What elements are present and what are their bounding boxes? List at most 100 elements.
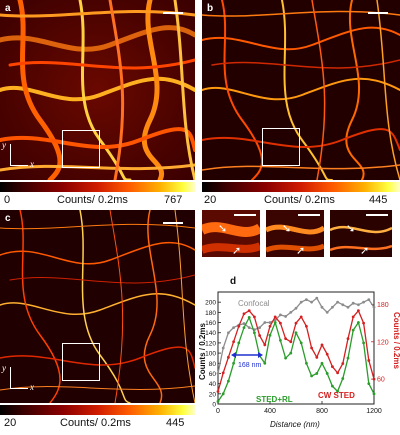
y-tick-label: 120 xyxy=(205,340,216,347)
data-point-cw-sted xyxy=(315,355,319,359)
data-point-confocal xyxy=(247,326,251,330)
data-point-sted-rl xyxy=(331,384,334,388)
data-point-sted-rl xyxy=(336,389,339,393)
data-point-confocal xyxy=(341,303,345,307)
data-point-sted-rl xyxy=(227,379,230,383)
data-point-cw-sted xyxy=(237,324,241,328)
scale-bar xyxy=(163,12,183,14)
colorbar-c-title: Counts/ 0.2ms xyxy=(60,417,131,429)
colorbar-b-max: 445 xyxy=(369,194,388,206)
data-point-confocal xyxy=(289,310,293,314)
data-point-cw-sted xyxy=(227,355,230,359)
data-point-sted-rl xyxy=(216,400,220,403)
data-point-sted-rl xyxy=(247,316,251,319)
y-tick-label: 40 xyxy=(209,381,217,388)
data-point-sted-rl xyxy=(294,331,298,335)
x-axis-letter: x xyxy=(30,159,34,169)
data-point-confocal xyxy=(299,300,303,304)
data-point-cw-sted xyxy=(232,340,235,344)
fwhm-arrowhead-right xyxy=(258,352,263,358)
cw-sted-label: CW STED xyxy=(318,391,355,400)
colorbar-a xyxy=(0,182,195,192)
y-tick-label: 0 xyxy=(212,402,216,409)
data-point-confocal xyxy=(357,303,360,307)
data-point-sted-rl xyxy=(232,361,235,365)
data-point-sted-rl xyxy=(263,361,267,365)
x-tick-label: 1200 xyxy=(366,408,382,415)
x-axis-letter: x xyxy=(30,382,34,392)
plot-frame xyxy=(217,291,375,405)
fwhm-label: 168 nm xyxy=(238,362,262,369)
x-tick-label: 0 xyxy=(216,408,220,415)
scale-bar xyxy=(366,214,388,216)
data-point-cw-sted xyxy=(336,371,339,375)
data-point-sted-rl xyxy=(221,392,225,396)
panel-label-c: c xyxy=(5,213,11,224)
scale-bar xyxy=(163,222,183,224)
data-point-cw-sted xyxy=(310,346,313,350)
data-point-sted-rl xyxy=(367,382,371,386)
roi-box xyxy=(262,128,300,166)
data-point-cw-sted xyxy=(372,377,376,381)
y-tick-label: 200 xyxy=(205,300,216,307)
panel-label-a: a xyxy=(5,3,11,14)
y-tick-label: 160 xyxy=(205,320,216,327)
data-point-sted-rl xyxy=(299,341,303,345)
y-axis-letter: y xyxy=(2,363,6,373)
data-point-confocal xyxy=(325,310,329,314)
colorbar-c-max: 445 xyxy=(166,417,185,429)
data-point-confocal xyxy=(305,298,308,302)
arrow-icon: ➚ xyxy=(360,245,370,257)
arrow-icon: ➘ xyxy=(218,223,228,235)
profile-plot-svg: d 0 20 40 60 80 100 120 140 160 180 200 60 120 180 0… xyxy=(198,276,400,429)
colorbar-c xyxy=(0,405,195,415)
y-tick-label: 140 xyxy=(205,330,216,337)
data-point-confocal xyxy=(367,298,371,302)
arrow-icon: ➚ xyxy=(232,245,242,257)
y-axis-letter: y xyxy=(2,140,6,150)
data-point-sted-rl xyxy=(289,351,293,355)
data-point-cw-sted xyxy=(263,343,267,347)
line-profile-chart: d 0 20 40 60 80 100 120 140 160 180 200 60 120 180 0… xyxy=(198,272,400,430)
y-tick-label: 20 xyxy=(209,391,217,398)
data-point-sted-rl xyxy=(310,374,313,378)
x-tick-label: 800 xyxy=(316,408,328,415)
data-point-cw-sted xyxy=(253,315,256,319)
data-point-confocal xyxy=(294,306,298,310)
data-point-cw-sted xyxy=(216,390,220,393)
data-point-confocal xyxy=(372,305,376,309)
data-point-sted-rl xyxy=(305,361,308,365)
data-point-cw-sted xyxy=(351,315,355,319)
panel-c-image: c y x xyxy=(0,210,195,403)
data-point-sted-rl xyxy=(284,356,287,360)
data-point-sted-rl xyxy=(372,392,376,396)
confocal-label: Confocal xyxy=(238,299,270,308)
data-point-sted-rl xyxy=(242,326,246,330)
data-point-confocal xyxy=(320,305,324,309)
data-point-sted-rl xyxy=(237,341,241,345)
data-point-cw-sted xyxy=(341,362,345,365)
data-point-sted-rl xyxy=(320,361,324,365)
panel-a-image: a y x xyxy=(0,0,195,180)
colorbar-a-max: 767 xyxy=(164,194,183,206)
colorbar-b-min: 20 xyxy=(204,194,217,206)
data-point-cw-sted xyxy=(331,365,334,369)
microtubule-image-b xyxy=(202,0,400,180)
data-point-cw-sted xyxy=(367,359,371,362)
data-point-confocal xyxy=(268,321,272,324)
data-point-cw-sted xyxy=(294,321,298,325)
roi-box xyxy=(62,343,100,381)
panel-b-image: b xyxy=(202,0,400,180)
colorbar-a-title: Counts/ 0.2ms xyxy=(57,194,128,206)
data-point-sted-rl xyxy=(268,333,272,337)
data-point-confocal xyxy=(310,300,313,304)
y-tick-label: 100 xyxy=(205,351,216,358)
data-point-cw-sted xyxy=(357,309,360,313)
x-axis-label: Distance (nm) xyxy=(270,420,320,429)
fwhm-arrowhead-left xyxy=(231,352,236,358)
colorbar-b-title: Counts/ 0.2ms xyxy=(264,194,335,206)
arrow-icon: ➘ xyxy=(346,223,356,235)
scale-bar xyxy=(368,12,388,14)
microtubule-image-a xyxy=(0,0,195,180)
data-point-sted-rl xyxy=(362,341,365,345)
